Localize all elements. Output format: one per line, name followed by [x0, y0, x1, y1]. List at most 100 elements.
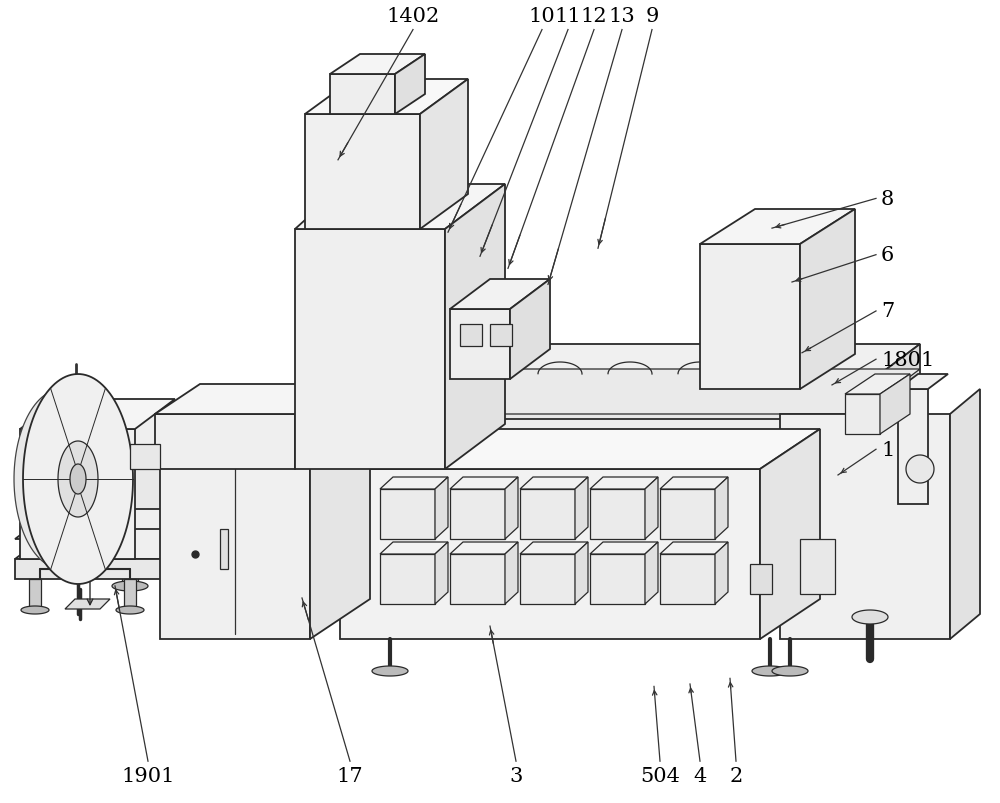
Polygon shape [645, 542, 658, 604]
Text: 504: 504 [640, 766, 680, 785]
Polygon shape [490, 324, 512, 347]
Polygon shape [450, 489, 505, 540]
Polygon shape [116, 606, 144, 614]
Polygon shape [160, 419, 370, 459]
Polygon shape [435, 542, 448, 604]
Text: 9: 9 [645, 6, 659, 26]
Polygon shape [450, 279, 550, 310]
Polygon shape [450, 478, 518, 489]
Polygon shape [660, 542, 728, 554]
Polygon shape [395, 55, 425, 115]
Polygon shape [575, 478, 588, 540]
Polygon shape [300, 344, 920, 389]
Polygon shape [21, 606, 49, 614]
Polygon shape [380, 478, 448, 489]
Polygon shape [590, 542, 658, 554]
Polygon shape [29, 579, 41, 609]
Polygon shape [75, 414, 920, 470]
Text: 8: 8 [881, 190, 894, 209]
Polygon shape [852, 610, 888, 624]
Text: 6: 6 [881, 246, 894, 265]
Polygon shape [505, 542, 518, 604]
Polygon shape [124, 579, 136, 609]
Polygon shape [160, 459, 310, 639]
Polygon shape [700, 245, 800, 389]
Polygon shape [305, 80, 468, 115]
Text: 1801: 1801 [881, 350, 934, 369]
Polygon shape [155, 414, 295, 470]
Polygon shape [760, 430, 820, 639]
Polygon shape [660, 554, 715, 604]
Polygon shape [330, 75, 395, 115]
Text: 3: 3 [509, 766, 523, 785]
Polygon shape [632, 581, 668, 591]
Polygon shape [645, 478, 658, 540]
Polygon shape [220, 529, 228, 569]
Polygon shape [715, 542, 728, 604]
Text: 11: 11 [555, 6, 581, 26]
Polygon shape [880, 374, 910, 434]
Polygon shape [372, 666, 408, 676]
Polygon shape [70, 464, 86, 495]
Polygon shape [520, 478, 588, 489]
Polygon shape [295, 230, 445, 470]
Polygon shape [295, 185, 505, 230]
Polygon shape [340, 470, 760, 639]
Polygon shape [845, 374, 910, 394]
Polygon shape [660, 489, 715, 540]
Polygon shape [330, 55, 425, 75]
Polygon shape [15, 509, 200, 540]
Polygon shape [510, 279, 550, 380]
Text: 2: 2 [729, 766, 743, 785]
Polygon shape [520, 554, 575, 604]
Text: 1: 1 [881, 440, 894, 459]
Polygon shape [15, 560, 165, 579]
Polygon shape [58, 442, 98, 517]
Polygon shape [155, 385, 340, 414]
Polygon shape [272, 581, 308, 591]
Text: 7: 7 [881, 302, 894, 321]
Polygon shape [75, 470, 855, 529]
Polygon shape [75, 529, 855, 544]
Polygon shape [800, 210, 855, 389]
Polygon shape [950, 389, 980, 639]
Text: 1901: 1901 [121, 766, 175, 785]
Polygon shape [898, 389, 928, 504]
Polygon shape [772, 666, 808, 676]
Polygon shape [65, 599, 110, 609]
Polygon shape [590, 489, 645, 540]
Text: 10: 10 [529, 6, 555, 26]
Polygon shape [380, 542, 448, 554]
Polygon shape [380, 489, 435, 540]
Polygon shape [20, 400, 175, 430]
Text: 12: 12 [581, 6, 607, 26]
Polygon shape [23, 374, 133, 585]
Polygon shape [575, 542, 588, 604]
Polygon shape [435, 478, 448, 540]
Polygon shape [380, 554, 435, 604]
Polygon shape [898, 374, 948, 389]
Polygon shape [112, 581, 148, 591]
Polygon shape [130, 444, 160, 470]
Polygon shape [642, 544, 658, 585]
Polygon shape [15, 529, 205, 560]
Polygon shape [855, 414, 920, 529]
Polygon shape [520, 542, 588, 554]
Polygon shape [340, 430, 820, 470]
Polygon shape [520, 489, 575, 540]
Polygon shape [845, 394, 880, 434]
Polygon shape [420, 80, 468, 230]
Polygon shape [14, 389, 110, 569]
Polygon shape [802, 581, 838, 591]
Polygon shape [860, 344, 920, 419]
Polygon shape [590, 478, 658, 489]
Polygon shape [450, 310, 510, 380]
Polygon shape [780, 414, 950, 639]
Polygon shape [590, 554, 645, 604]
Text: 17: 17 [337, 766, 363, 785]
Polygon shape [445, 185, 505, 470]
Polygon shape [300, 389, 860, 419]
Polygon shape [450, 554, 505, 604]
Polygon shape [505, 478, 518, 540]
Polygon shape [660, 478, 728, 489]
